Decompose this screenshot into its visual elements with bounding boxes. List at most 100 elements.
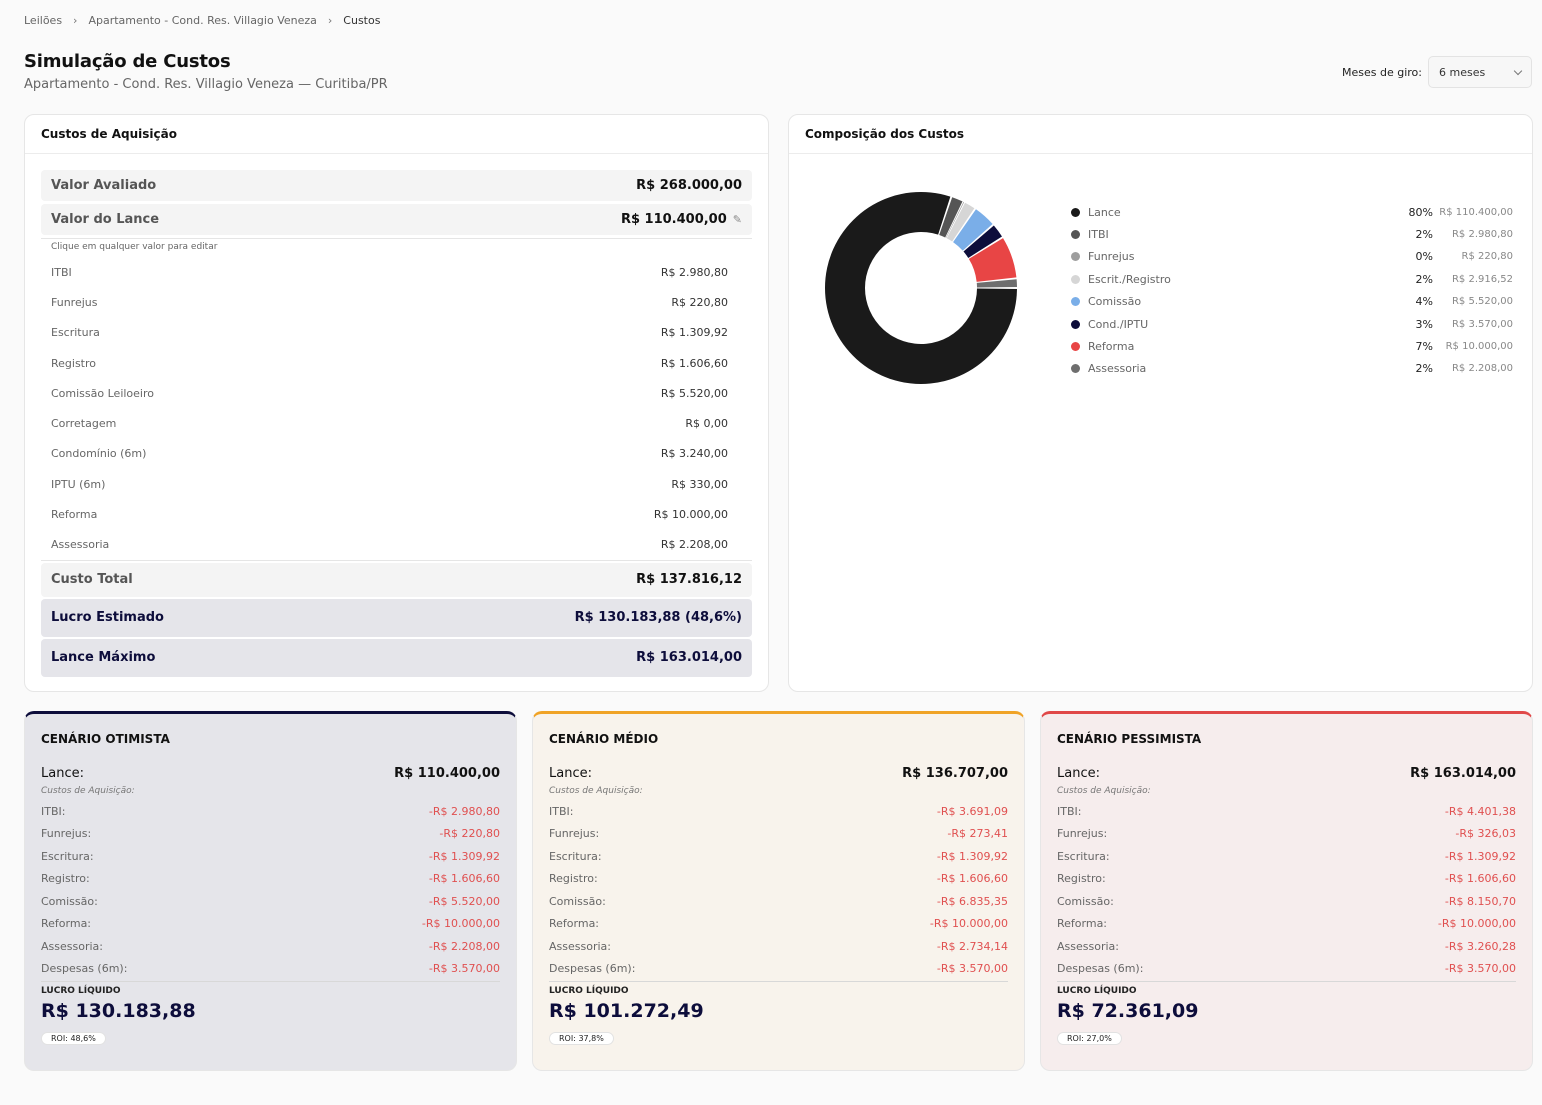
legend-item: ITBI 2% R$ 2.980,80: [1071, 223, 1513, 245]
donut-slice-lance[interactable]: [825, 192, 1017, 384]
cost-row-label: Registro: [51, 356, 97, 370]
cost-row[interactable]: Condomínio (6m) R$ 3.240,00: [51, 439, 728, 469]
scenario-lance-value: R$ 136.707,00: [902, 765, 1008, 781]
legend-percent: 7%: [1415, 340, 1433, 354]
giro-label: Meses de giro:: [1342, 65, 1422, 79]
valor-avaliado-row[interactable]: Valor Avaliado R$ 268.000,00: [41, 170, 752, 201]
cost-list: ITBI R$ 2.980,80 Funrejus R$ 220,80 Escritur…: [41, 257, 752, 560]
cost-row[interactable]: Reforma R$ 10.000,00: [51, 499, 728, 529]
cost-row-value[interactable]: R$ 1.606,60: [660, 356, 728, 370]
scenario-cost-value: -R$ 1.606,60: [428, 872, 500, 886]
legend-swatch: [1071, 207, 1080, 217]
valor-lance-value-wrap[interactable]: R$ 110.400,00 ✎: [621, 212, 742, 227]
legend-swatch: [1071, 297, 1080, 307]
cost-row-label: IPTU (6m): [51, 477, 106, 491]
valor-avaliado-label: Valor Avaliado: [51, 178, 157, 193]
donut-slice-cond-iptu[interactable]: [963, 225, 1002, 258]
scenario-cost-label: Reforma:: [1057, 917, 1108, 931]
scenario-cost-label: Registro:: [549, 872, 598, 886]
scenario-lance-row: Lance: R$ 163.014,00: [1057, 764, 1516, 782]
lance-maximo-label: Lance Máximo: [51, 650, 156, 666]
legend-item: Assessoria 2% R$ 2.208,00: [1071, 358, 1513, 380]
breadcrumb-item-leiloes[interactable]: Leilões: [24, 14, 63, 27]
scenario-subtitle: Custos de Aquisição:: [41, 786, 135, 796]
cost-row-label: Reforma: [51, 508, 98, 522]
legend-item: Escrit./Registro 2% R$ 2.916,52: [1071, 268, 1513, 290]
scenario-cost-label: Escritura:: [549, 849, 602, 863]
cost-row[interactable]: Funrejus R$ 220,80: [51, 287, 728, 317]
lucro-estimado-value: R$ 130.183,88 (48,6%): [574, 610, 742, 626]
lucro-liquido-value: R$ 101.272,49: [549, 1000, 704, 1022]
legend-swatch: [1071, 252, 1080, 262]
donut-slice-itbi[interactable]: [939, 197, 963, 238]
scenario-card-otimista: CENÁRIO OTIMISTA Lance: R$ 110.400,00 Custo…: [24, 711, 517, 1071]
cost-row-value[interactable]: R$ 3.240,00: [660, 447, 728, 461]
scenario-cost-value: -R$ 2.734,14: [936, 939, 1008, 953]
scenario-cost-row: Assessoria: -R$ 2.208,00: [41, 935, 500, 958]
cost-row-label: Condomínio (6m): [51, 447, 147, 461]
legend-label: ITBI: [1088, 228, 1109, 242]
valor-lance-value[interactable]: R$ 110.400,00: [620, 212, 727, 227]
cost-row-value[interactable]: R$ 1.309,92: [660, 326, 728, 340]
divider: [41, 238, 752, 239]
donut-slice-escrit-registro[interactable]: [946, 202, 975, 242]
donut-slice-comiss-o[interactable]: [953, 209, 993, 251]
cost-row[interactable]: Assessoria R$ 2.208,00: [51, 530, 728, 560]
scenario-cost-label: Despesas (6m):: [1057, 962, 1144, 976]
scenario-cost-value: -R$ 1.309,92: [428, 849, 500, 863]
legend-label: Escrit./Registro: [1088, 272, 1171, 286]
cost-row-label: Funrejus: [51, 295, 98, 309]
cost-row-value[interactable]: R$ 10.000,00: [653, 508, 728, 522]
scenario-cost-value: -R$ 1.606,60: [1444, 872, 1516, 886]
cost-row-value[interactable]: R$ 220,80: [671, 295, 728, 309]
legend-value: R$ 220,80: [1461, 251, 1513, 263]
scenario-cost-label: Assessoria:: [1057, 939, 1119, 953]
divider: [41, 981, 500, 982]
breadcrumb: Leilões › Apartamento - Cond. Res. Villa…: [24, 14, 380, 27]
cost-row[interactable]: IPTU (6m) R$ 330,00: [51, 469, 728, 499]
cost-row-value[interactable]: R$ 5.520,00: [660, 386, 728, 400]
scenario-cost-value: -R$ 220,80: [439, 827, 500, 841]
scenario-cost-row: Funrejus: -R$ 326,03: [1057, 823, 1516, 846]
roi-badge: ROI: 37,8%: [549, 1032, 614, 1045]
legend-percent: 80%: [1408, 205, 1433, 219]
legend-swatch: [1071, 274, 1080, 284]
cost-row-label: Escritura: [51, 326, 100, 340]
cost-row[interactable]: ITBI R$ 2.980,80: [51, 257, 728, 287]
donut-slice-assessoria[interactable]: [976, 279, 1017, 288]
scenario-cost-row: Assessoria: -R$ 2.734,14: [549, 935, 1008, 958]
cost-row-value[interactable]: R$ 330,00: [671, 477, 728, 491]
cost-row-label: Comissão Leiloeiro: [51, 386, 154, 400]
valor-lance-row[interactable]: Valor do Lance R$ 110.400,00 ✎: [41, 204, 752, 235]
scenario-cost-row: Registro: -R$ 1.606,60: [1057, 868, 1516, 891]
page-title: Simulação de Custos: [24, 51, 231, 72]
scenario-cost-label: Reforma:: [41, 917, 92, 931]
scenario-title: CENÁRIO MÉDIO: [549, 732, 659, 746]
cost-row-value[interactable]: R$ 2.980,80: [660, 265, 728, 279]
legend-value: R$ 110.400,00: [1439, 206, 1513, 218]
lance-maximo-row: Lance Máximo R$ 163.014,00: [41, 638, 752, 677]
lucro-liquido-value: R$ 130.183,88: [41, 1000, 196, 1022]
cost-row[interactable]: Escritura R$ 1.309,92: [51, 318, 728, 348]
donut-slice-reforma[interactable]: [968, 238, 1017, 282]
cost-row-value[interactable]: R$ 0,00: [685, 417, 728, 431]
legend-percent: 0%: [1415, 250, 1433, 264]
lucro-liquido-label: LUCRO LÍQUIDO: [1057, 986, 1137, 996]
scenario-cost-row: Escritura: -R$ 1.309,92: [1057, 845, 1516, 868]
legend-percent: 2%: [1415, 362, 1433, 376]
scenario-title: CENÁRIO OTIMISTA: [41, 732, 170, 746]
scenario-cost-row: Despesas (6m): -R$ 3.570,00: [41, 958, 500, 981]
pencil-icon[interactable]: ✎: [732, 213, 742, 226]
scenario-cost-value: -R$ 8.150,70: [1444, 894, 1516, 908]
cost-row[interactable]: Registro R$ 1.606,60: [51, 348, 728, 378]
donut-slice-funrejus[interactable]: [945, 201, 965, 238]
page-subtitle: Apartamento - Cond. Res. Villagio Veneza…: [24, 77, 388, 92]
cost-row[interactable]: Comissão Leiloeiro R$ 5.520,00: [51, 378, 728, 408]
cost-row[interactable]: Corretagem R$ 0,00: [51, 408, 728, 438]
cost-row-value[interactable]: R$ 2.208,00: [660, 538, 728, 552]
giro-select[interactable]: 6 meses: [1428, 56, 1532, 88]
breadcrumb-item-property[interactable]: Apartamento - Cond. Res. Villagio Veneza: [88, 14, 317, 27]
scenario-cost-row: Reforma: -R$ 10.000,00: [549, 913, 1008, 936]
valor-avaliado-value[interactable]: R$ 268.000,00: [636, 178, 742, 193]
scenario-cost-value: -R$ 4.401,38: [1444, 804, 1516, 818]
